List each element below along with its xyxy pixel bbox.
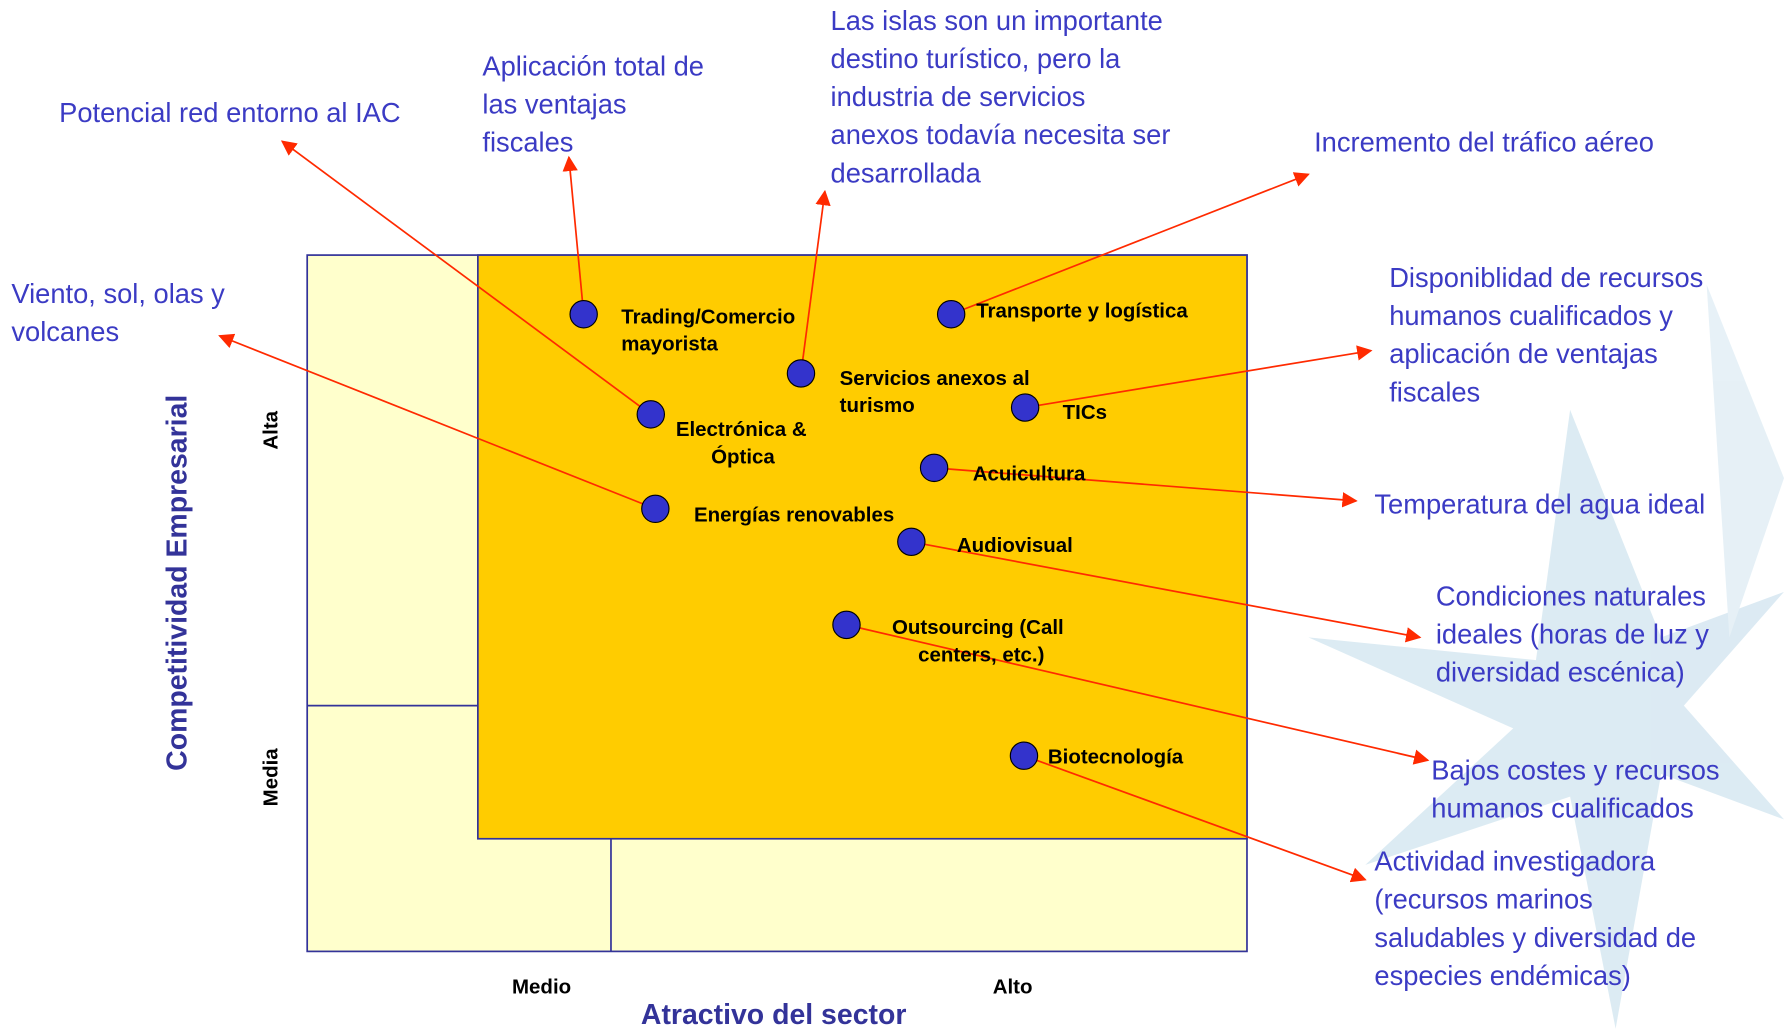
sector-label: Acuicultura [973, 462, 1086, 485]
arrow [1024, 345, 1373, 409]
note: desarrollada [831, 157, 982, 188]
sector-dot [897, 527, 926, 557]
sector-label: Servicios anexos al [840, 367, 1030, 390]
sector-dot [1009, 741, 1039, 770]
sector-label: Energías renovables [694, 503, 894, 526]
sector-label: TICs [1063, 401, 1107, 424]
sector-dot [936, 300, 966, 329]
note: destino turístico, pero la [831, 43, 1122, 74]
note: anexos todavía necesita ser [831, 119, 1171, 150]
sector-dot [1010, 393, 1040, 422]
note: Temperatura del agua ideal [1374, 488, 1705, 519]
arrow [562, 155, 585, 315]
note: Potencial red entorno al IAC [59, 97, 400, 128]
arrow [1023, 754, 1367, 883]
note: las ventajas [482, 88, 626, 119]
sector-label: Electrónica & [676, 418, 807, 441]
note: especies endémicas) [1374, 960, 1630, 991]
note: Disponiblidad de recursos [1389, 262, 1703, 293]
note: ideales (horas de luz y [1436, 619, 1709, 650]
sector-label: Transporte y logística [976, 300, 1188, 323]
x-title: Atractivo del sector [641, 999, 907, 1029]
sector-dot [786, 359, 816, 388]
sector-dot [641, 494, 670, 524]
arrow [950, 172, 1310, 316]
arrow [934, 467, 1358, 508]
sector-label: Trading/Comercio [621, 305, 795, 328]
arrow [846, 624, 1430, 765]
note: Viento, sol, olas y [11, 278, 225, 309]
note: Aplicación total de [482, 50, 704, 81]
arrow [280, 140, 652, 416]
note: humanos cualificados [1431, 793, 1694, 824]
x-label: Medio [512, 975, 571, 998]
note: humanos cualificados y [1389, 300, 1673, 331]
note: industria de servicios [831, 81, 1086, 112]
sector-label: turismo [840, 394, 915, 417]
y-label: Media [260, 748, 283, 807]
background-star [1308, 284, 1784, 1029]
sector-dot [832, 610, 861, 640]
sector-label: Biotecnología [1048, 746, 1184, 769]
high-zone [477, 254, 1248, 840]
sector-label: Audiovisual [957, 534, 1073, 557]
note: fiscales [482, 127, 573, 158]
note: Condiciones naturales [1436, 581, 1706, 612]
note: Las islas son un importante [831, 5, 1163, 36]
note: Incremento del tráfico aéreo [1314, 127, 1654, 158]
note: Bajos costes y recursos [1431, 755, 1719, 786]
note: (recursos marinos [1374, 884, 1592, 915]
note: fiscales [1389, 376, 1480, 407]
y-title: Competitividad Empresarial [162, 395, 194, 771]
sector-label: Óptica [711, 444, 775, 468]
arrow [911, 540, 1422, 643]
note: saludables y diversidad de [1374, 922, 1696, 953]
arrow [800, 189, 831, 374]
sector-label: centers, etc.) [918, 643, 1044, 666]
sector-dot [919, 453, 949, 483]
note: volcanes [11, 316, 119, 347]
note: diversidad escénica) [1436, 657, 1685, 688]
note: aplicación de ventajas [1389, 338, 1658, 369]
note: Actividad investigadora [1374, 846, 1656, 877]
x-label: Alto [993, 975, 1033, 998]
sector-dot [636, 400, 666, 429]
sector-dot [569, 300, 598, 329]
sector-label: mayorista [621, 333, 718, 356]
y-label: Alta [260, 410, 283, 449]
sector-label: Outsourcing (Call [892, 616, 1064, 639]
arrow [218, 333, 656, 510]
